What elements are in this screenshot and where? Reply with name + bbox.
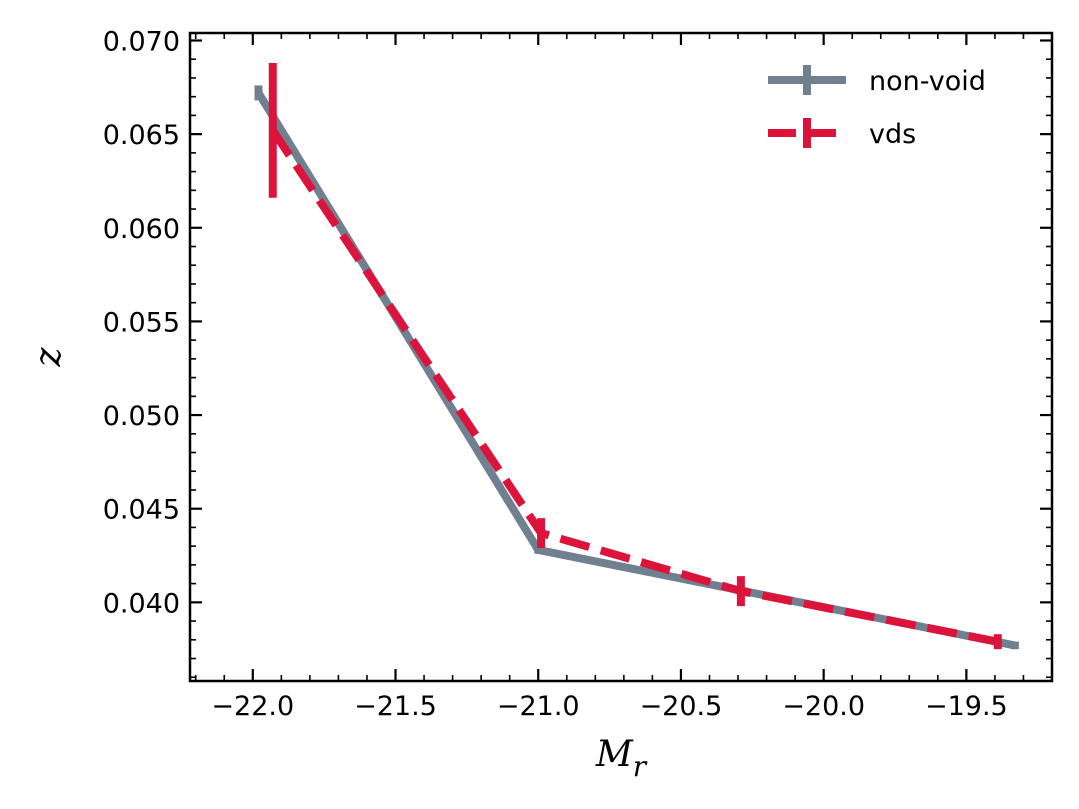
series-line [269,128,999,646]
y-tick-label: 0.040 [103,588,180,619]
data-point [1014,644,1016,646]
y-tick-label: 0.050 [103,401,180,432]
x-axis-label-subscript: r [633,750,648,783]
x-axis-label-main: M [595,734,634,775]
data-point [540,532,542,534]
legend-label: vds [869,119,916,150]
y-tick-label: 0.055 [103,307,180,338]
tick-labels: −22.0 −21.5 −21.0 −20.5 −20.0 −19.5 0.040 0.045… [103,26,1008,722]
y-tick-label: 0.070 [103,26,180,57]
data-point [258,92,260,94]
legend-label: non-void [869,66,986,97]
y-tick-label: 0.060 [103,214,180,245]
data-point [740,590,742,592]
data-point [272,129,274,131]
plot-frame [188,31,1054,683]
x-tick-label: −21.5 [354,691,437,722]
x-tick-label: −20.0 [782,691,865,722]
x-tick-label: −21.0 [497,691,580,722]
legend-item: non-void [768,65,986,97]
series-vds [268,62,1002,650]
data-point [537,549,539,551]
y-tick-label: 0.065 [103,120,180,151]
y-tick-label: 0.045 [103,495,180,526]
data-point [997,641,999,643]
legend: non-void vds [768,65,986,150]
data-series [254,62,1019,650]
x-tick-label: −22.0 [211,691,294,722]
legend-item: vds [768,118,916,150]
y-axis-label: z [28,346,69,367]
x-tick-label: −19.5 [925,691,1008,722]
x-axis-label: Mr [595,734,648,783]
x-tick-label: −20.5 [640,691,723,722]
